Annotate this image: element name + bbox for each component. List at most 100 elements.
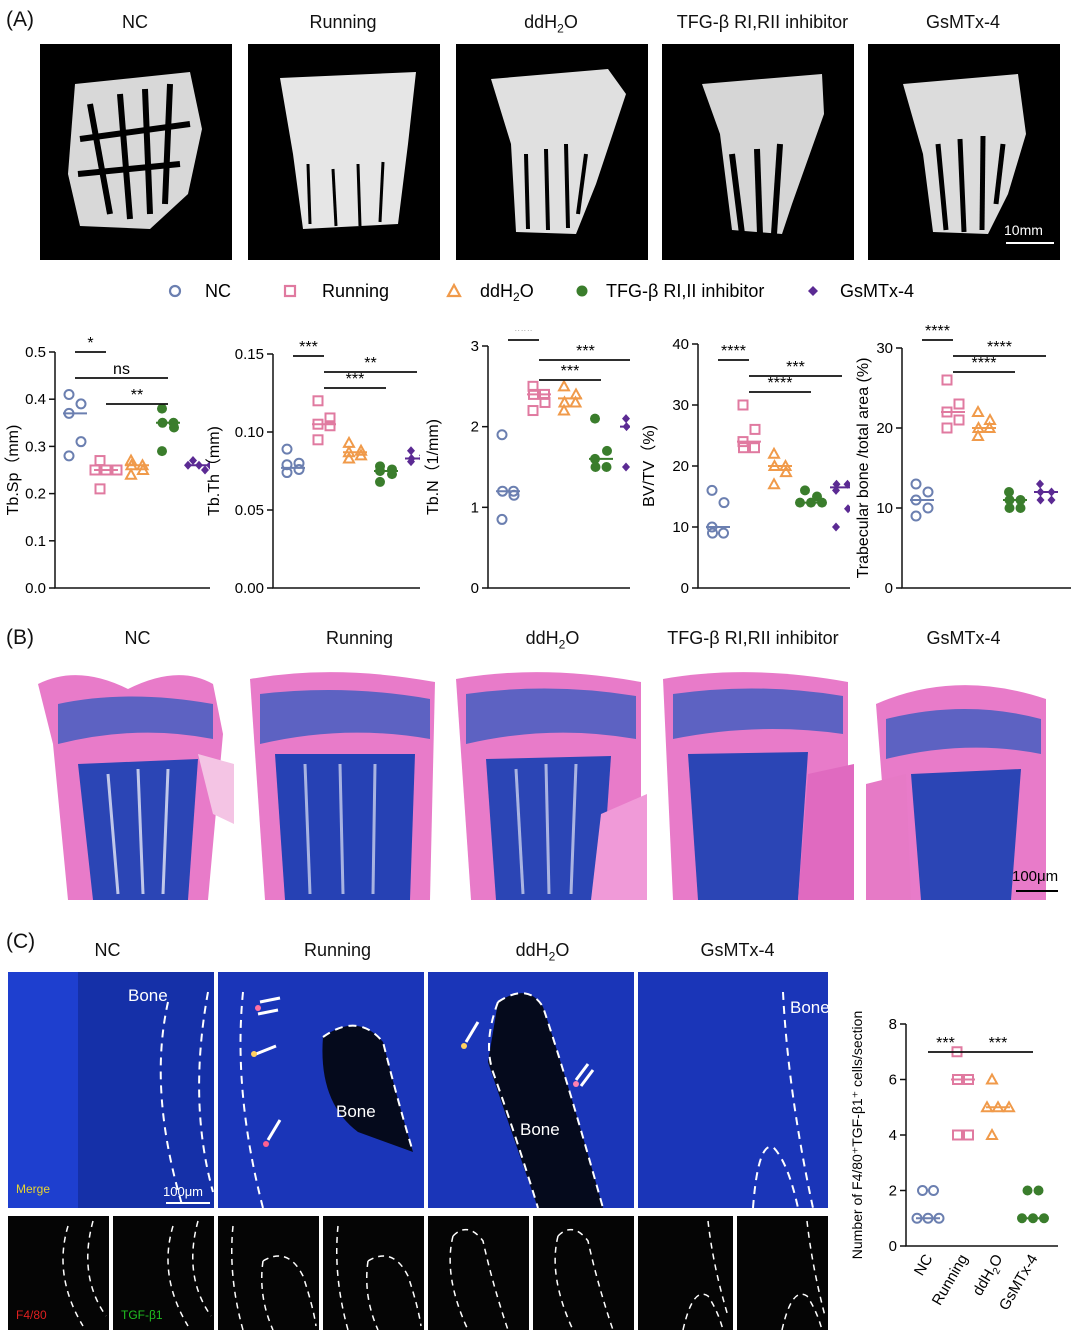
- legend-item-inhibitor: TFG-β RI,II inhibitor: [576, 281, 764, 301]
- data-point: [136, 462, 150, 475]
- data-point: [953, 398, 965, 410]
- series-group: [951, 1046, 974, 1141]
- significance-label: ***: [346, 371, 365, 388]
- data-point: [557, 403, 571, 416]
- y-tick-label: 6: [889, 1072, 897, 1089]
- if-tgf-image-ddh2o: [533, 1216, 634, 1330]
- data-point: [718, 527, 729, 539]
- data-point: [419, 454, 420, 457]
- y-tick-label: 0.15: [235, 346, 264, 363]
- if-f480-image-running: [218, 1216, 319, 1330]
- y-tick-label: 0.0: [25, 580, 46, 597]
- svg-text:GsMTx-4: GsMTx-4: [840, 281, 914, 301]
- axis-lines: [905, 1024, 1058, 1247]
- histology-image-nc: [38, 664, 234, 900]
- series-group: [527, 380, 551, 417]
- data-point: [737, 399, 749, 411]
- y-axis-label: Tb.N（1/mm): [424, 419, 442, 515]
- data-point: [1036, 495, 1045, 505]
- series-group: [281, 443, 305, 479]
- data-point: [1022, 1185, 1033, 1196]
- chart-f480-tgf-cells: 0 2 4 6 8 Number of F4/80⁺TGF-β1⁺ cells/secti…: [849, 1011, 1058, 1313]
- significance-label: ****: [972, 355, 997, 372]
- y-axis-label: Tb.Sp（mm): [4, 425, 22, 516]
- panel-a-letter: (A): [6, 8, 34, 31]
- data-point: [601, 462, 612, 472]
- series-group: [971, 404, 997, 441]
- y-tick-label: 2: [889, 1183, 897, 1200]
- data-point: [922, 502, 934, 514]
- y-tick-label: 3: [471, 338, 479, 355]
- data-point: [281, 459, 293, 471]
- panel-c-title-nc: NC: [94, 940, 121, 960]
- panel-b-title-ddh2o: ddH2O: [525, 628, 580, 652]
- series-group: [941, 374, 965, 434]
- if-f480-image-gsmtx: [638, 1216, 733, 1330]
- panel-c-letter: (C): [6, 930, 36, 953]
- significance-label: ***: [989, 1035, 1008, 1052]
- data-point: [324, 412, 336, 424]
- series-group: [375, 461, 397, 487]
- svg-text:ddH2O: ddH2O: [480, 281, 534, 304]
- data-point: [75, 398, 87, 410]
- significance-label: ***: [299, 339, 318, 356]
- significance-label: ****: [925, 323, 950, 340]
- data-point: [496, 513, 508, 525]
- y-tick-label: 10: [876, 500, 893, 517]
- panel-a-title-nc: NC: [122, 12, 148, 32]
- bone-label-gsmtx: Bone: [790, 998, 828, 1017]
- y-tick-label: 0.00: [235, 580, 264, 597]
- scalebar-a-label: 10mm: [1004, 222, 1043, 238]
- y-axis-label: Number of F4/80⁺TGF-β1⁺ cells/section: [849, 1011, 865, 1259]
- data-point: [706, 484, 718, 496]
- microct-image-gsmtx: 10mm: [868, 44, 1060, 260]
- y-tick-label: 0: [885, 580, 893, 597]
- y-tick-label: 0.5: [25, 344, 46, 361]
- bone-label-running: Bone: [336, 1102, 376, 1121]
- data-point: [63, 388, 75, 400]
- series-group: [737, 399, 761, 454]
- panel-a-title-inhibitor: TFG-β RI,RII inhibitor: [676, 12, 849, 32]
- series-group: [911, 1185, 945, 1224]
- x-tick-label: NC: [911, 1251, 937, 1278]
- data-point: [312, 434, 324, 446]
- data-point: [749, 423, 761, 435]
- histology-image-inhibitor: [658, 664, 854, 900]
- data-point: [767, 477, 781, 490]
- data-point: [844, 504, 850, 514]
- data-point: [1004, 503, 1015, 513]
- y-tick-label: 0.1: [25, 533, 46, 550]
- data-point: [622, 462, 630, 472]
- series-group: [312, 395, 336, 446]
- data-point: [707, 527, 718, 539]
- y-tick-label: 0.10: [235, 424, 264, 441]
- y-tick-label: 0: [681, 580, 689, 597]
- series-group: [496, 429, 520, 525]
- significance-label: ***: [786, 359, 805, 376]
- microct-image-nc: [40, 44, 232, 260]
- if-tgf-image-gsmtx: [737, 1216, 828, 1330]
- y-tick-label: 40: [672, 336, 689, 353]
- data-point: [407, 446, 415, 456]
- data-point: [718, 497, 730, 509]
- panel-b-title-nc: NC: [124, 628, 151, 648]
- series-group: [795, 485, 827, 508]
- data-point: [1004, 487, 1014, 497]
- data-point: [1015, 503, 1026, 513]
- data-point: [928, 1185, 939, 1196]
- data-point: [922, 486, 934, 498]
- significance-label: ns: [113, 361, 130, 378]
- if-tgf-image-nc: TGF-β1: [113, 1216, 214, 1330]
- series-group: [407, 446, 420, 467]
- y-tick-label: 20: [672, 458, 689, 475]
- data-point: [354, 443, 368, 456]
- data-point: [738, 442, 749, 454]
- y-tick-label: 0: [471, 580, 479, 597]
- legend-item-nc: NC: [168, 281, 231, 301]
- significance-label: **: [131, 387, 143, 404]
- data-point: [622, 414, 630, 424]
- significance-label: **: [364, 355, 376, 372]
